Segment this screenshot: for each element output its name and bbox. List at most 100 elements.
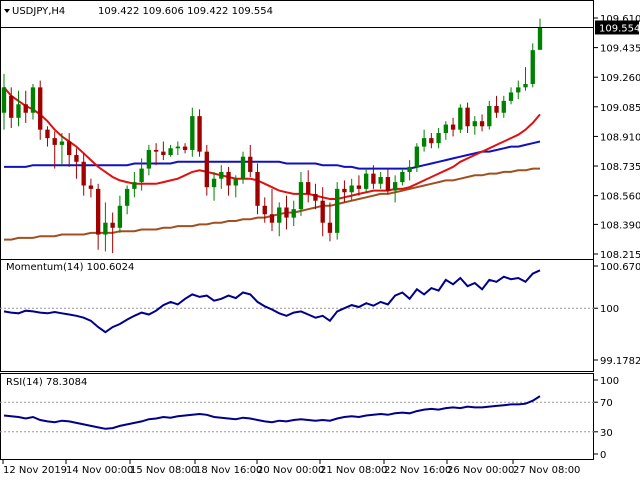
candle-body (421, 138, 427, 147)
momentum-line (3, 269, 541, 334)
candle-body (81, 161, 86, 186)
main-header: USDJPY,H4 109.422 109.606 109.422 109.55… (4, 6, 273, 17)
candle-body (153, 149, 159, 152)
candle-body (1, 87, 7, 113)
candle-body (320, 200, 325, 223)
candle-body (74, 155, 79, 162)
candle-body (124, 188, 130, 206)
candle-body (23, 104, 28, 113)
time-axis-label: 26 Nov 00:00 (447, 465, 514, 476)
rsi-axis-label: 30 (600, 428, 613, 439)
rsi-panel-border (0, 373, 594, 460)
candle-body (436, 133, 441, 144)
candle-body (182, 146, 188, 150)
price-axis-label: 109.085 (600, 103, 640, 114)
candle-body (45, 129, 50, 139)
candle-body (516, 87, 521, 93)
candle-body (132, 182, 137, 189)
candle-body (407, 166, 412, 172)
rsi-line (3, 395, 541, 430)
candle-body (392, 182, 398, 191)
time-axis-label: 14 Nov 00:00 (66, 465, 133, 476)
candle-body (284, 207, 289, 218)
candle-body (233, 178, 238, 186)
candle-body (465, 107, 470, 127)
price-axis-label: 109.435 (600, 44, 640, 55)
candle-body (472, 121, 477, 127)
candle-body (291, 209, 296, 218)
candle-body (38, 87, 43, 130)
candle-body (168, 148, 173, 156)
candle-body (103, 222, 108, 235)
candle-body (161, 151, 166, 156)
candle-body (110, 222, 115, 228)
time-axis-label: 27 Nov 08:00 (513, 465, 580, 476)
candle-body (349, 185, 354, 193)
time-axis-label: 20 Nov 00:00 (257, 465, 324, 476)
candle-body (30, 87, 36, 113)
candle-body (88, 185, 94, 189)
candle-body (262, 205, 267, 215)
candle-body (443, 124, 449, 134)
last-price-value: 109.554 (599, 23, 640, 34)
candle-body (226, 171, 231, 186)
candle-body (523, 83, 528, 88)
candle-body (219, 171, 224, 179)
candle-body (378, 177, 383, 184)
candle-body (67, 141, 72, 156)
candle-body (52, 138, 57, 145)
collapse-triangle-icon[interactable] (4, 9, 10, 13)
candle-body (363, 173, 369, 189)
candle-body (211, 178, 217, 188)
time-axis-label: 21 Nov 08:00 (320, 465, 387, 476)
rsi-axis-label: 100 (600, 376, 619, 387)
candle-body (429, 138, 434, 144)
candle-body (269, 214, 275, 223)
time-axis-label: 18 Nov 16:00 (195, 465, 262, 476)
candle-body (487, 105, 492, 127)
candle-body (400, 171, 405, 183)
candle-body (530, 50, 535, 84)
candle-body (508, 92, 514, 101)
price-axis-label: 108.735 (600, 162, 640, 173)
candle-body (197, 116, 202, 152)
momentum-panel-border (0, 259, 594, 372)
rsi-title: RSI(14) 78.3084 (6, 377, 87, 388)
candle-body (335, 188, 340, 233)
price-axis-label: 108.560 (600, 192, 640, 203)
candle-body (190, 116, 195, 150)
candle-body (385, 177, 391, 191)
ohlc-values: 109.422 109.606 109.422 109.554 (98, 6, 273, 17)
candle-body (327, 222, 333, 233)
rsi-axis-label: 70 (600, 398, 613, 409)
price-axis-label: 108.910 (600, 132, 640, 143)
candle-body (255, 171, 260, 206)
candle-body (414, 146, 420, 167)
symbol-timeframe: USDJPY,H4 (12, 6, 65, 17)
momentum-axis-label: 100 (600, 304, 619, 315)
candle-body (9, 95, 14, 118)
candle-body (501, 100, 506, 113)
candle-body (537, 27, 543, 50)
momentum-title: Momentum(14) 100.6024 (6, 262, 134, 273)
candle-body (277, 207, 282, 223)
time-axis-label: 15 Nov 08:00 (130, 465, 197, 476)
candle-body (306, 182, 311, 194)
candle-body (248, 156, 253, 172)
price-axis-label: 109.610 (600, 14, 640, 25)
time-axis-label: 22 Nov 16:00 (384, 465, 451, 476)
candle-body (59, 141, 65, 145)
candle-body (175, 146, 181, 149)
candle-body (298, 182, 304, 210)
price-axis-label: 108.390 (600, 220, 640, 231)
last-price-tag (595, 20, 639, 35)
candle-body (139, 168, 144, 183)
candle-body (117, 205, 123, 228)
candle-body (479, 121, 485, 127)
momentum-axis-label: 100.6702 (600, 262, 640, 273)
momentum-axis-label: 99.1782 (600, 356, 640, 367)
candle-body (240, 156, 246, 179)
price-axis-label: 109.260 (600, 73, 640, 84)
